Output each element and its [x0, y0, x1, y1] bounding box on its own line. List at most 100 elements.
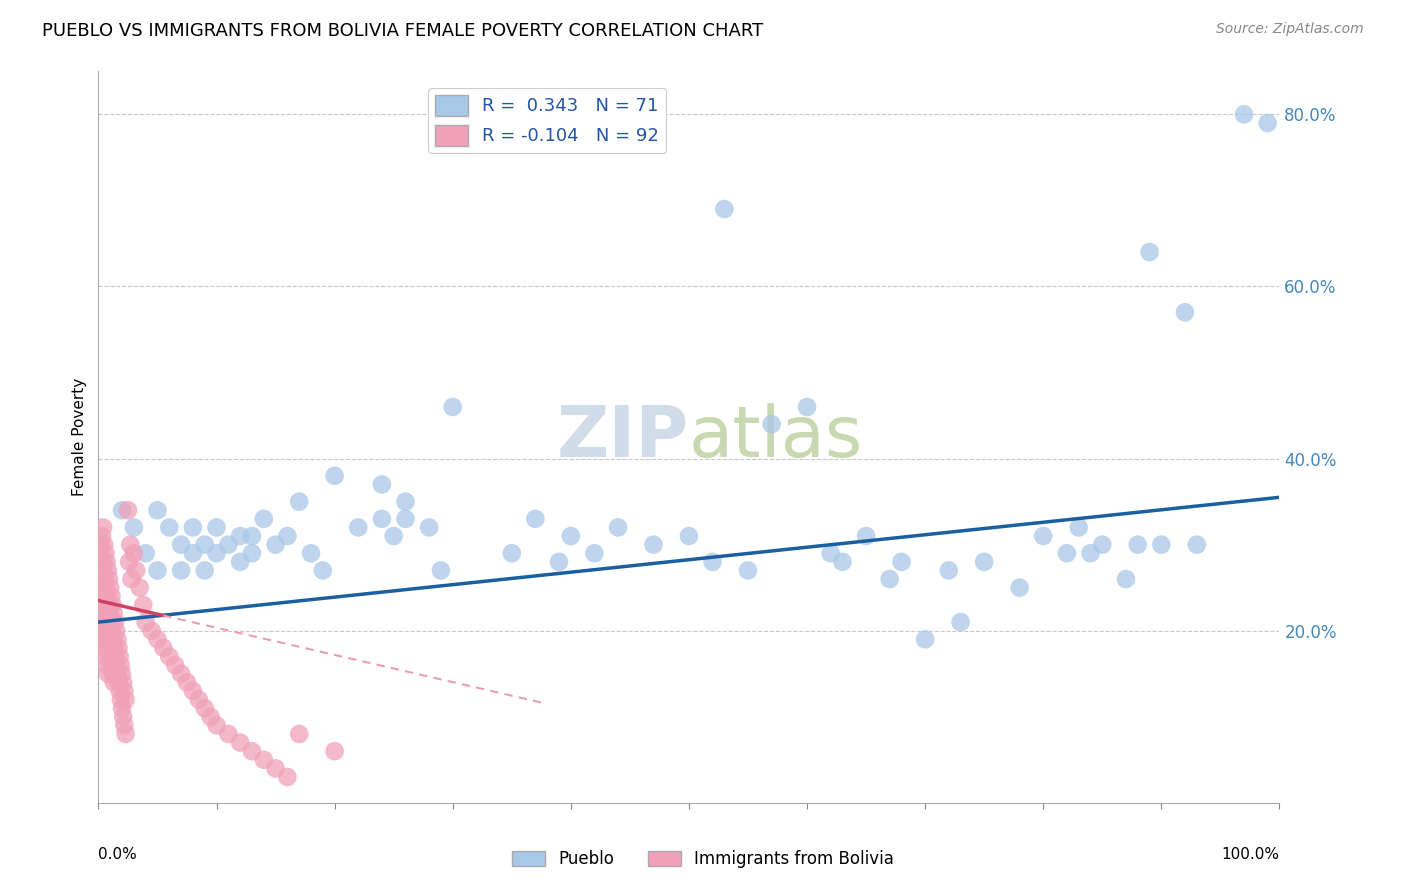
Point: [94, 615, 117, 629]
Point: [713, 202, 735, 216]
Point: [831, 555, 853, 569]
Point: [118, 555, 141, 569]
Point: [94, 581, 117, 595]
Point: [114, 727, 136, 741]
Point: [240, 529, 263, 543]
Point: [135, 546, 157, 560]
Point: [100, 658, 122, 673]
Point: [240, 744, 263, 758]
Point: [1067, 520, 1090, 534]
Point: [111, 503, 134, 517]
Point: [229, 735, 252, 749]
Point: [98, 607, 121, 621]
Point: [323, 744, 346, 758]
Text: Source: ZipAtlas.com: Source: ZipAtlas.com: [1216, 22, 1364, 37]
Point: [418, 520, 440, 534]
Point: [181, 684, 204, 698]
Point: [89, 555, 111, 569]
Point: [94, 546, 117, 560]
Point: [879, 572, 901, 586]
Point: [135, 615, 157, 629]
Point: [949, 615, 972, 629]
Point: [108, 684, 131, 698]
Point: [94, 649, 117, 664]
Point: [276, 529, 298, 543]
Point: [157, 649, 180, 664]
Point: [394, 494, 416, 508]
Point: [394, 512, 416, 526]
Point: [560, 529, 582, 543]
Point: [299, 546, 322, 560]
Point: [253, 753, 276, 767]
Text: 0.0%: 0.0%: [98, 847, 138, 862]
Point: [288, 727, 311, 741]
Point: [98, 640, 121, 655]
Point: [1080, 546, 1102, 560]
Point: [98, 572, 121, 586]
Point: [96, 555, 118, 569]
Point: [264, 538, 287, 552]
Point: [112, 718, 135, 732]
Point: [1185, 538, 1208, 552]
Point: [122, 520, 145, 534]
Point: [323, 468, 346, 483]
Point: [973, 555, 995, 569]
Point: [128, 581, 150, 595]
Point: [103, 675, 125, 690]
Point: [194, 564, 217, 578]
Point: [105, 624, 128, 638]
Point: [93, 538, 115, 552]
Point: [501, 546, 523, 560]
Point: [548, 555, 571, 569]
Point: [105, 632, 128, 647]
Point: [820, 546, 842, 560]
Point: [1139, 245, 1161, 260]
Point: [205, 520, 228, 534]
Point: [96, 589, 118, 603]
Point: [170, 538, 193, 552]
Point: [678, 529, 700, 543]
Point: [855, 529, 877, 543]
Point: [761, 417, 783, 432]
Point: [914, 632, 936, 647]
Point: [253, 512, 276, 526]
Text: ZIP: ZIP: [557, 402, 689, 472]
Point: [122, 546, 145, 560]
Text: PUEBLO VS IMMIGRANTS FROM BOLIVIA FEMALE POVERTY CORRELATION CHART: PUEBLO VS IMMIGRANTS FROM BOLIVIA FEMALE…: [42, 22, 763, 40]
Point: [103, 640, 125, 655]
Point: [276, 770, 298, 784]
Point: [152, 640, 174, 655]
Point: [103, 607, 125, 621]
Point: [176, 675, 198, 690]
Point: [91, 520, 114, 534]
Point: [382, 529, 405, 543]
Point: [371, 477, 394, 491]
Point: [240, 546, 263, 560]
Point: [93, 572, 115, 586]
Point: [90, 572, 112, 586]
Point: [146, 564, 169, 578]
Point: [125, 564, 148, 578]
Point: [165, 658, 187, 673]
Point: [1150, 538, 1173, 552]
Point: [97, 666, 120, 681]
Point: [93, 607, 115, 621]
Point: [101, 598, 124, 612]
Point: [430, 564, 453, 578]
Point: [91, 555, 114, 569]
Point: [91, 529, 114, 543]
Point: [101, 666, 124, 681]
Point: [187, 692, 209, 706]
Point: [229, 555, 252, 569]
Point: [146, 632, 169, 647]
Point: [121, 572, 143, 586]
Point: [181, 520, 204, 534]
Point: [1056, 546, 1078, 560]
Point: [114, 692, 136, 706]
Point: [583, 546, 606, 560]
Point: [105, 658, 128, 673]
Point: [200, 710, 222, 724]
Text: atlas: atlas: [689, 402, 863, 472]
Point: [91, 564, 114, 578]
Point: [146, 503, 169, 517]
